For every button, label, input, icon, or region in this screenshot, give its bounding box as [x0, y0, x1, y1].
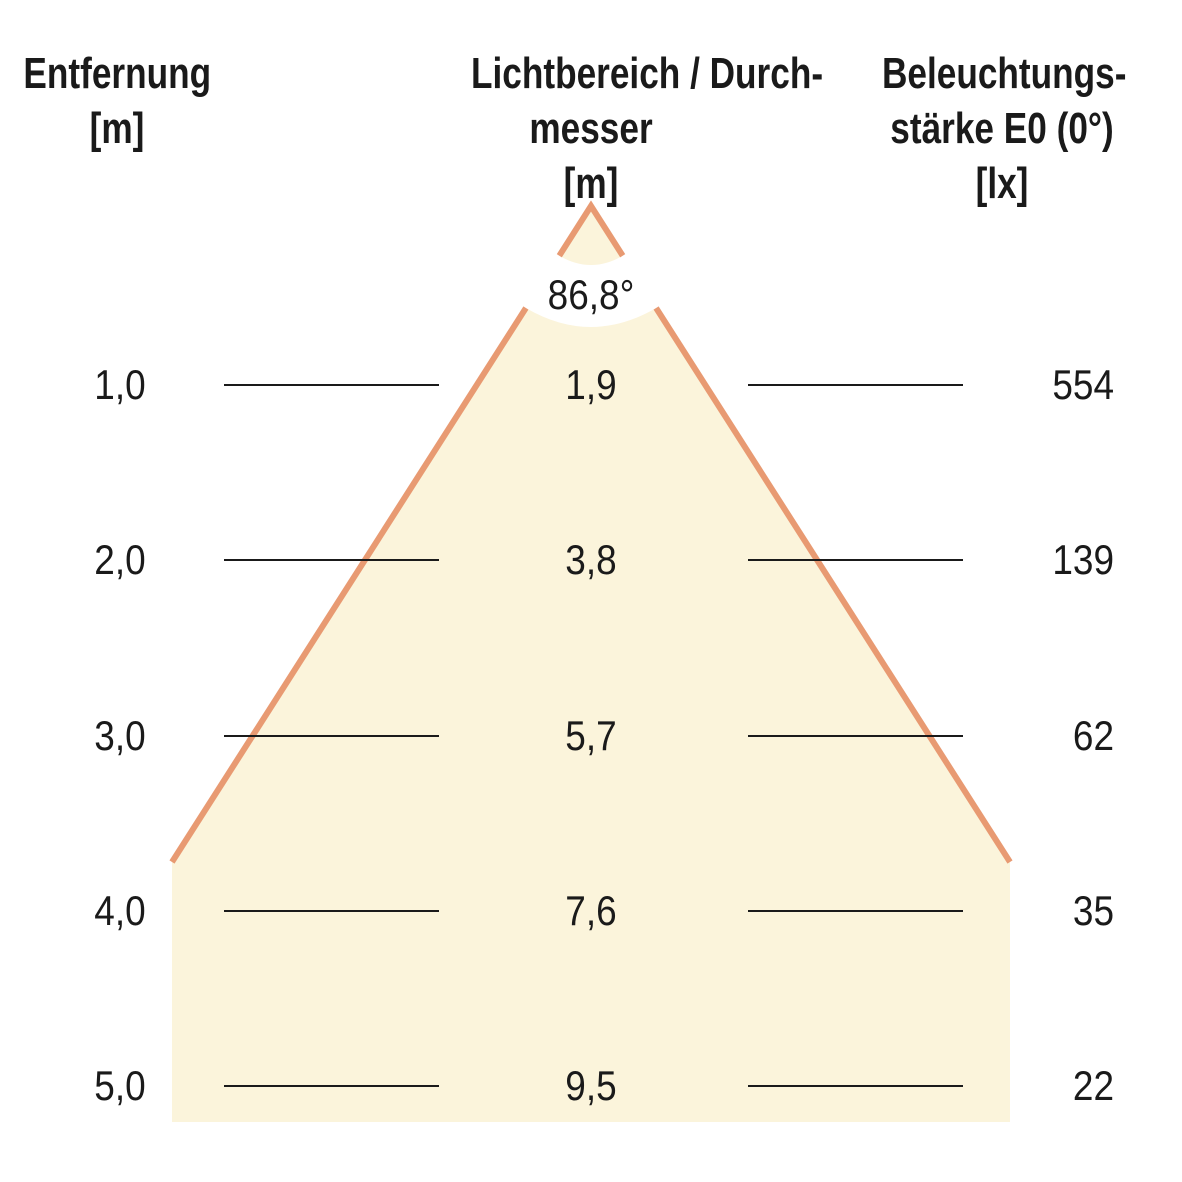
tick-line-right [748, 384, 963, 386]
cone-right-edge [653, 306, 1013, 864]
illuminance-value: 139 [1052, 536, 1114, 583]
illuminance-value: 62 [1072, 712, 1114, 759]
illuminance-value: 22 [1072, 1062, 1114, 1109]
table-row: 4,0 7,6 35 [0, 883, 1182, 939]
distance-value: 2,0 [94, 536, 146, 583]
tick-line-left [224, 1085, 439, 1087]
table-row: 1,0 1,9 554 [0, 357, 1182, 413]
distance-value: 1,0 [94, 361, 146, 408]
tick-line-left [224, 559, 439, 561]
header-illuminance: Beleuchtungs- stärke E0 (0°) [lx] [852, 46, 1152, 211]
illuminance-value: 554 [1052, 361, 1114, 408]
distance-value: 3,0 [94, 712, 146, 759]
distance-value: 5,0 [94, 1062, 146, 1109]
tick-line-right [748, 910, 963, 912]
cone-left-edge [169, 306, 529, 864]
table-row: 5,0 9,5 22 [0, 1058, 1182, 1114]
diameter-value: 3,8 [565, 536, 617, 583]
cone-body-fill [172, 308, 1010, 1122]
illuminance-value: 35 [1072, 887, 1114, 934]
table-row: 3,0 5,7 62 [0, 708, 1182, 764]
diameter-value: 5,7 [565, 712, 617, 759]
header-diameter-unit: [m] [563, 159, 619, 208]
header-distance: Entfernung [m] [0, 46, 234, 156]
header-illuminance-line1: Beleuchtungs- [882, 49, 1127, 98]
cone-apex-stroke [556, 200, 626, 258]
header-illuminance-line2: stärke E0 (0°) [890, 104, 1114, 153]
tick-line-left [224, 735, 439, 737]
tick-line-left [224, 910, 439, 912]
header-illuminance-unit: [lx] [975, 159, 1029, 208]
diameter-value: 7,6 [565, 887, 617, 934]
beam-angle-label: 86,8° [547, 271, 635, 318]
diameter-value: 9,5 [565, 1062, 617, 1109]
header-diameter-line2: messer [529, 104, 653, 153]
tick-line-left [224, 384, 439, 386]
header-diameter-line1: Lichtbereich / Durch- [471, 49, 824, 98]
cone-apex-fill [559, 206, 623, 265]
distance-value: 4,0 [94, 887, 146, 934]
table-row: 2,0 3,8 139 [0, 532, 1182, 588]
tick-line-right [748, 1085, 963, 1087]
tick-line-right [748, 559, 963, 561]
tick-line-right [748, 735, 963, 737]
header-distance-line1: Entfernung [23, 49, 212, 98]
header-diameter: Lichtbereich / Durch- messer [m] [441, 46, 824, 211]
diameter-value: 1,9 [565, 361, 617, 408]
header-distance-unit: [m] [89, 104, 145, 153]
